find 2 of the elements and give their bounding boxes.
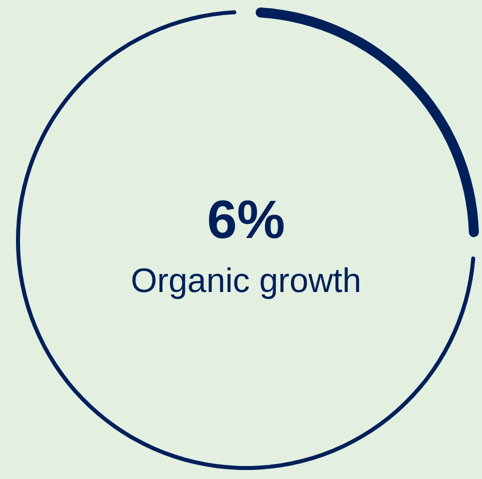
text: Organic growth [130, 262, 362, 300]
text: 6% [206, 190, 286, 250]
